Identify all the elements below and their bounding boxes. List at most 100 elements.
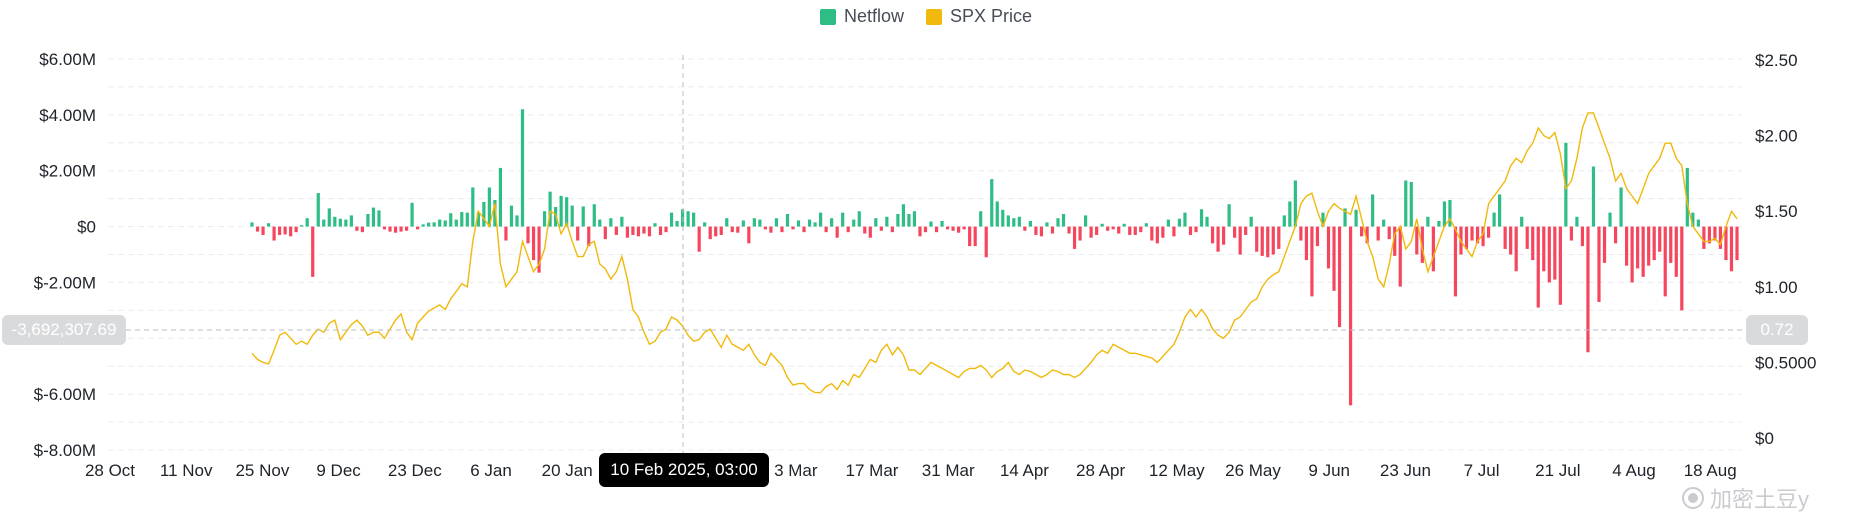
netflow-bar <box>531 226 536 261</box>
netflow-bar <box>1613 226 1618 244</box>
legend-item-price[interactable]: SPX Price <box>926 6 1032 27</box>
netflow-bar <box>565 197 569 227</box>
netflow-bar <box>896 214 900 227</box>
legend-item-netflow[interactable]: Netflow <box>819 6 904 27</box>
netflow-bar <box>951 226 955 231</box>
netflow-bar <box>1045 222 1049 227</box>
x-axis-tick-label: 26 May <box>1225 461 1281 480</box>
netflow-bar <box>885 216 889 227</box>
netflow-bar <box>763 226 767 230</box>
netflow-bar <box>1520 216 1524 227</box>
netflow-bar <box>1525 226 1529 249</box>
netflow-bar <box>890 226 894 233</box>
netflow-bar <box>1641 226 1645 277</box>
netflow-bar <box>1017 216 1021 227</box>
netflow-bar <box>1343 208 1347 227</box>
netflow-bar <box>487 187 491 227</box>
netflow-bar <box>559 195 563 227</box>
crosshair-right-value: 0.72 <box>1746 315 1808 345</box>
left-axis-tick-label: $6.00M <box>39 50 96 69</box>
netflow-bar <box>493 200 497 227</box>
netflow-bar <box>1547 226 1551 283</box>
netflow-bar <box>471 187 475 227</box>
netflow-bar <box>995 201 999 227</box>
netflow-bar <box>901 204 906 227</box>
x-axis-tick-label: 28 Oct <box>85 461 135 480</box>
netflow-bar <box>316 193 320 227</box>
netflow-bar <box>1470 226 1474 241</box>
x-axis-tick-label: 31 Mar <box>922 461 975 480</box>
netflow-bar <box>305 218 309 227</box>
netflow-bar <box>1724 226 1728 261</box>
netflow-bar <box>460 212 464 227</box>
netflow-bar <box>802 226 806 233</box>
netflow-bar <box>614 226 618 235</box>
netflow-bar <box>1674 226 1678 277</box>
netflow-bar <box>1475 226 1480 244</box>
right-axis-tick-label: $1.50 <box>1755 202 1798 221</box>
netflow-bar <box>355 226 359 231</box>
netflow-bar <box>653 223 657 227</box>
netflow-bar <box>427 222 431 227</box>
netflow-bar <box>1514 226 1518 272</box>
x-axis-tick-label: 9 Dec <box>316 461 361 480</box>
netflow-bar <box>1453 226 1458 297</box>
netflow-bar <box>377 210 381 227</box>
netflow-bar <box>1398 226 1402 287</box>
netflow-bar <box>1602 226 1607 263</box>
netflow-bar <box>813 222 817 227</box>
watermark: 加密土豆y <box>1682 482 1809 514</box>
netflow-bar <box>697 226 701 252</box>
netflow-bar <box>962 226 966 230</box>
netflow-bar <box>504 226 508 241</box>
netflow-bar <box>1707 226 1711 244</box>
netflow-bar <box>841 212 845 227</box>
netflow-bar <box>669 212 674 227</box>
netflow-bar <box>526 226 530 244</box>
netflow-bar <box>1404 180 1408 227</box>
netflow-bar <box>1205 216 1209 227</box>
netflow-bar <box>1161 226 1165 238</box>
x-axis-tick-label: 20 Jan <box>542 461 593 480</box>
x-axis-tick-label: 11 Nov <box>160 461 213 480</box>
netflow-bar <box>1647 226 1651 266</box>
netflow-bar <box>509 205 514 227</box>
netflow-bar <box>1315 226 1320 247</box>
x-axis-tick-label: 6 Jan <box>470 461 512 480</box>
netflow-bar <box>1464 226 1469 249</box>
netflow-bar <box>1652 226 1656 261</box>
netflow-bar <box>1624 226 1629 266</box>
netflow-bar <box>1034 226 1038 235</box>
netflow-bar <box>1718 226 1723 249</box>
netflow-bar <box>1420 226 1424 263</box>
x-axis-tick-label: 21 Jul <box>1535 461 1580 480</box>
netflow-bar <box>642 226 646 234</box>
netflow-bar <box>1426 216 1430 227</box>
netflow-bar <box>1304 226 1309 261</box>
netflow-bar <box>598 219 602 227</box>
netflow-bar <box>1023 226 1027 231</box>
netflow-bar <box>609 218 613 227</box>
netflow-bar <box>752 218 756 227</box>
netflow-bar <box>1591 166 1596 227</box>
netflow-bar <box>1238 226 1242 255</box>
netflow-bar <box>1199 209 1204 227</box>
netflow-bar <box>1542 226 1546 272</box>
netflow-bar <box>548 191 552 227</box>
netflow-bar <box>830 218 834 227</box>
netflow-bar <box>404 226 409 231</box>
netflow-bar <box>1437 220 1441 227</box>
netflow-bar <box>250 222 254 227</box>
netflow-bar <box>1006 215 1010 227</box>
netflow-bar <box>454 219 458 227</box>
netflow-bar <box>1669 226 1673 263</box>
netflow-bar <box>266 223 271 227</box>
netflow-bar <box>283 226 287 235</box>
netflow-bar <box>388 226 392 232</box>
netflow-bar <box>1117 226 1121 234</box>
x-axis-tick-label: 28 Apr <box>1076 461 1125 480</box>
netflow-bar <box>311 226 315 277</box>
netflow-bar <box>1713 226 1717 241</box>
netflow-bar <box>1072 226 1077 249</box>
